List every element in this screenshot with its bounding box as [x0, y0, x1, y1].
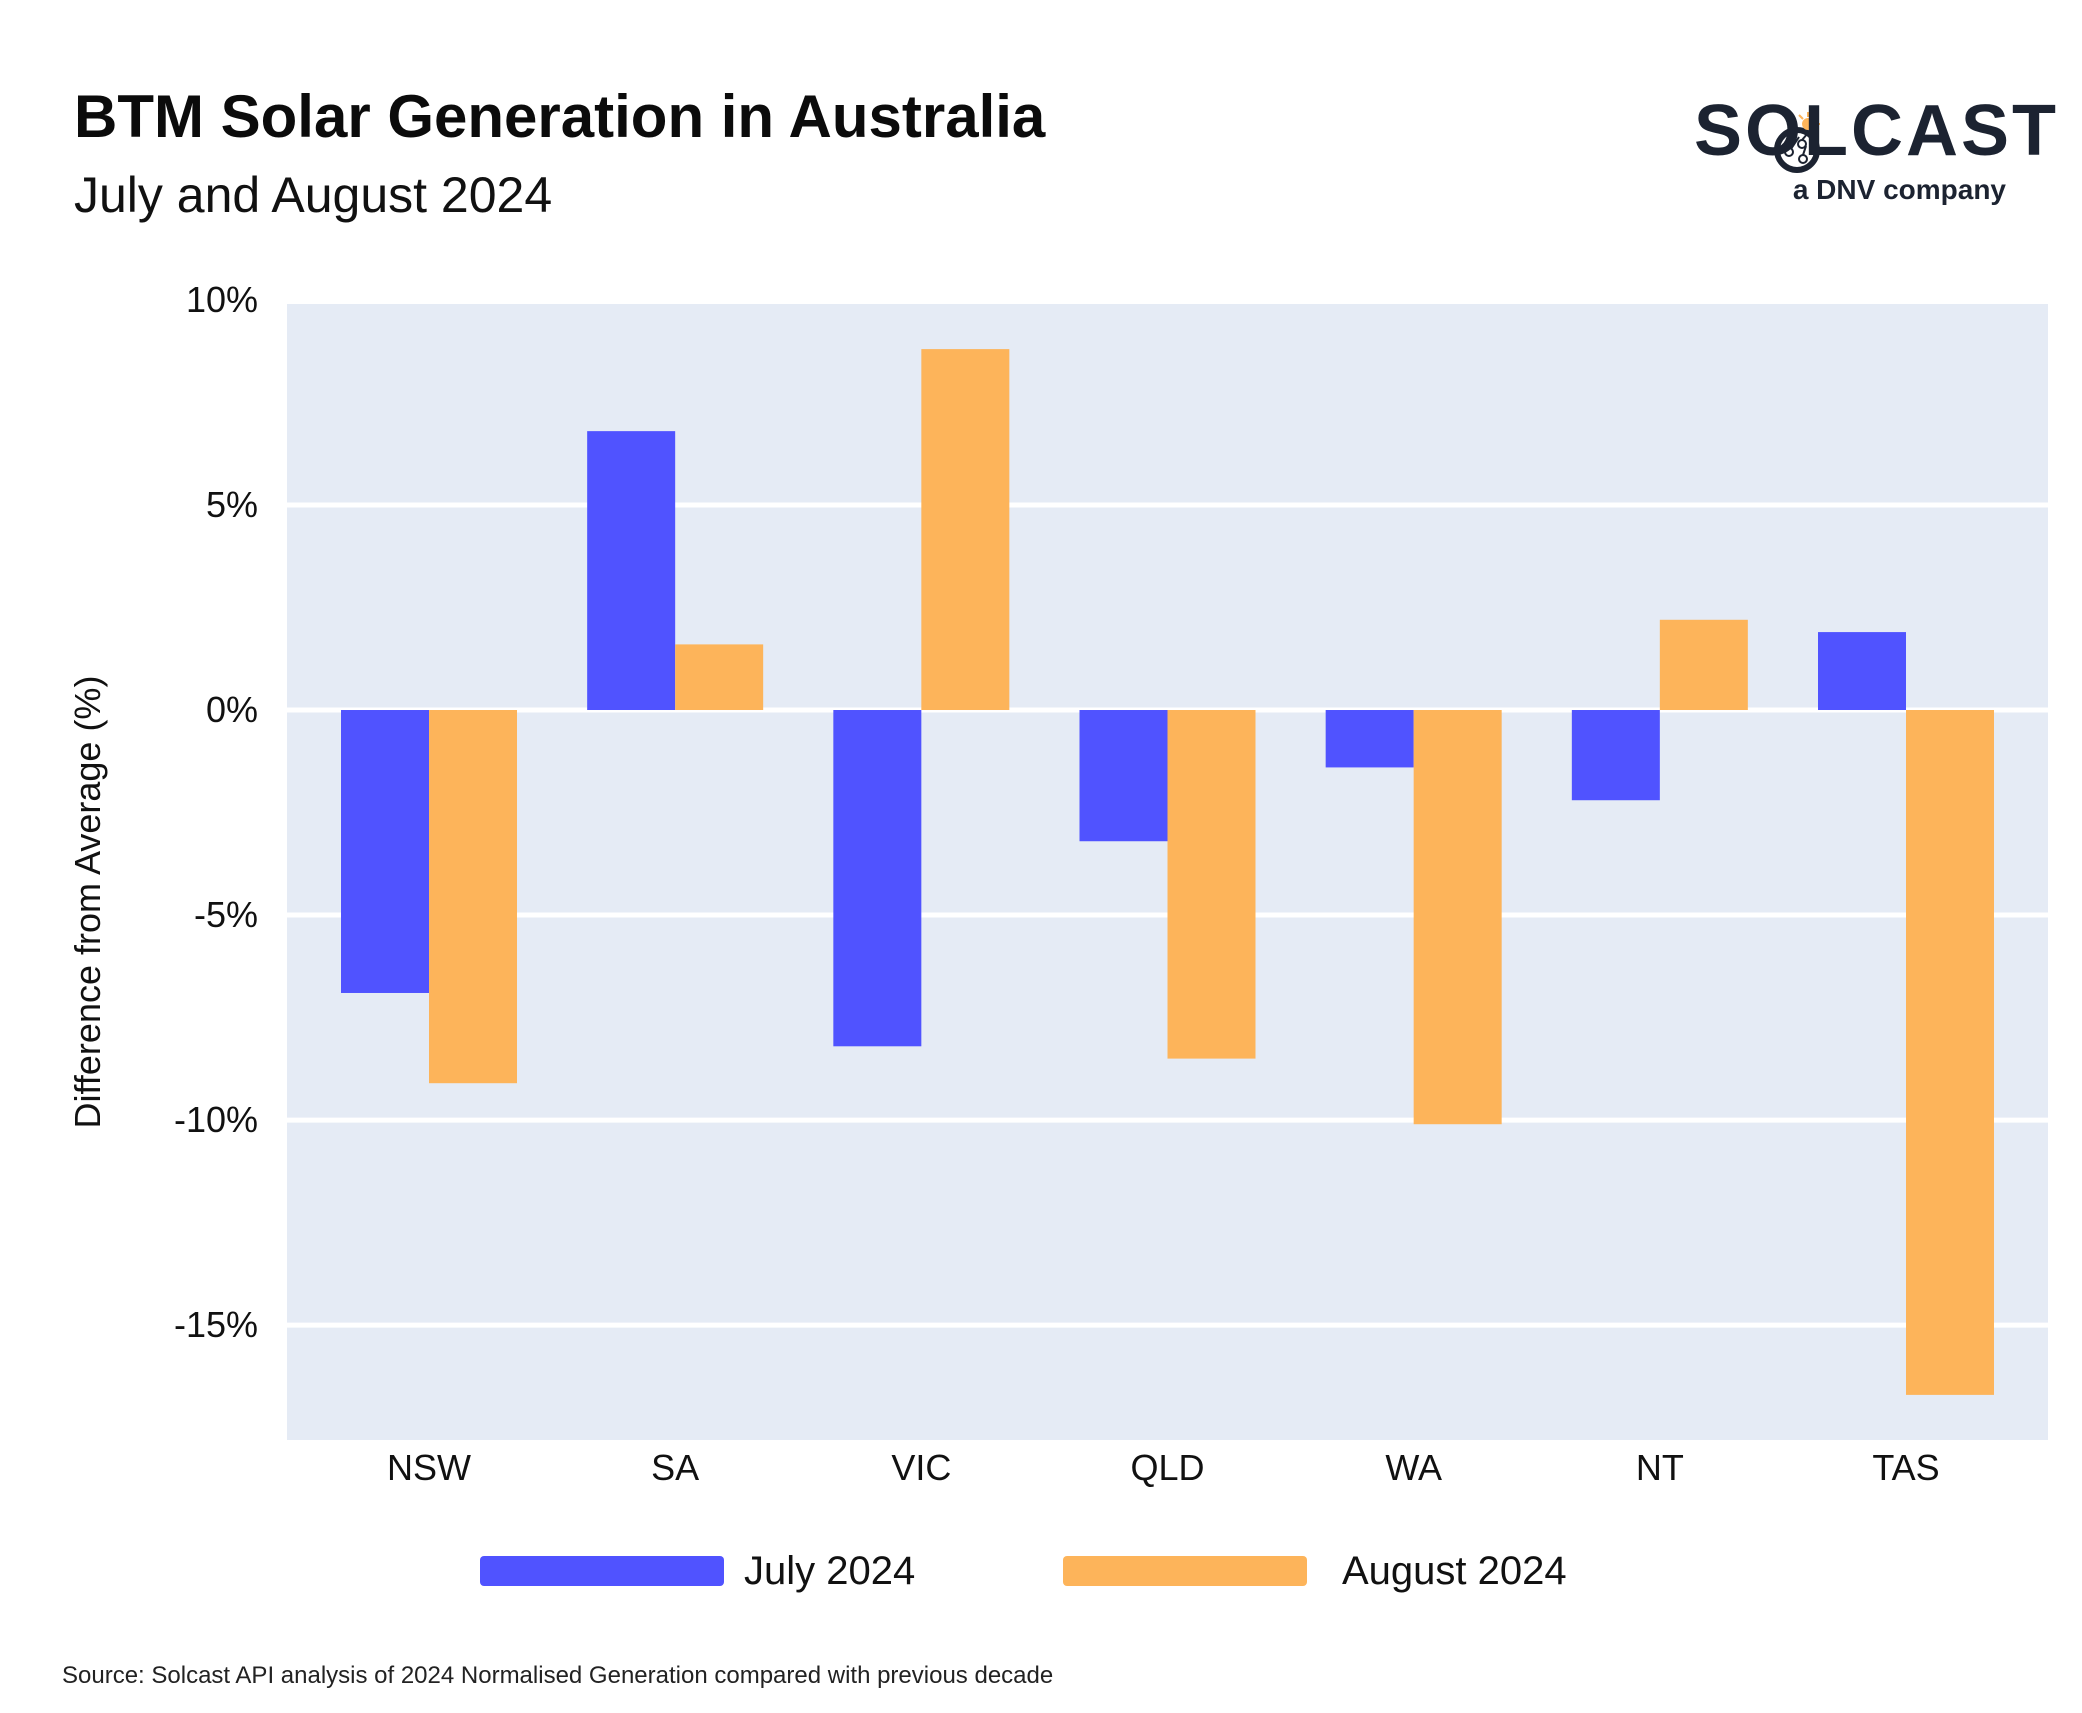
solcast-logo: SOLCAST a DNV company — [1680, 70, 2056, 210]
x-tick-label: QLD — [1130, 1447, 1204, 1488]
bar-vic-august — [921, 349, 1010, 711]
y-tick-label: -5% — [194, 894, 258, 935]
bars — [341, 349, 1994, 1395]
y-tick-label: -10% — [174, 1099, 258, 1140]
bar-nt-august — [1659, 619, 1748, 711]
bar-tas-july — [1818, 632, 1906, 711]
x-tick-label: WA — [1385, 1447, 1442, 1488]
y-tick-label: 0% — [206, 689, 258, 730]
bar-qld-august — [1167, 710, 1256, 1059]
bar-vic-july — [833, 710, 922, 1047]
sun-icon — [1774, 112, 1820, 173]
chart-title: BTM Solar Generation in Australia — [74, 83, 1046, 150]
y-axis-label: Difference from Average (%) — [67, 676, 108, 1129]
logo-tagline: a DNV company — [1792, 174, 2006, 205]
x-tick-label: NSW — [387, 1447, 471, 1488]
legend-label-july: July 2024 — [744, 1549, 915, 1593]
legend-swatch-august — [1063, 1556, 1307, 1586]
y-axis-ticks: 10% 5% 0% -5% -10% -15% — [174, 279, 258, 1345]
y-tick-label: 10% — [186, 279, 258, 320]
bar-wa-august — [1413, 710, 1502, 1125]
legend-swatch-july — [480, 1556, 724, 1586]
logo-wordmark: SOLCAST — [1694, 91, 2060, 171]
bar-nsw-july — [341, 710, 429, 993]
bar-wa-july — [1325, 710, 1414, 768]
x-tick-label: NT — [1636, 1447, 1684, 1488]
x-tick-label: SA — [651, 1447, 699, 1488]
x-tick-label: TAS — [1872, 1447, 1939, 1488]
bar-tas-august — [1906, 710, 1994, 1395]
x-tick-label: VIC — [891, 1447, 951, 1488]
y-tick-label: -15% — [174, 1304, 258, 1345]
bar-qld-july — [1079, 710, 1168, 842]
source-note: Source: Solcast API analysis of 2024 Nor… — [62, 1662, 1054, 1689]
bar-nsw-august — [429, 710, 517, 1084]
legend-label-august: August 2024 — [1342, 1549, 1567, 1593]
legend: July 2024 August 2024 — [480, 1549, 1567, 1593]
bar-nt-july — [1571, 710, 1660, 801]
x-axis-ticks: NSW SA VIC QLD WA NT TAS — [387, 1447, 1940, 1488]
y-tick-label: 5% — [206, 484, 258, 525]
bar-sa-july — [587, 431, 676, 711]
bar-sa-august — [675, 644, 764, 711]
chart-subtitle: July and August 2024 — [74, 167, 553, 223]
